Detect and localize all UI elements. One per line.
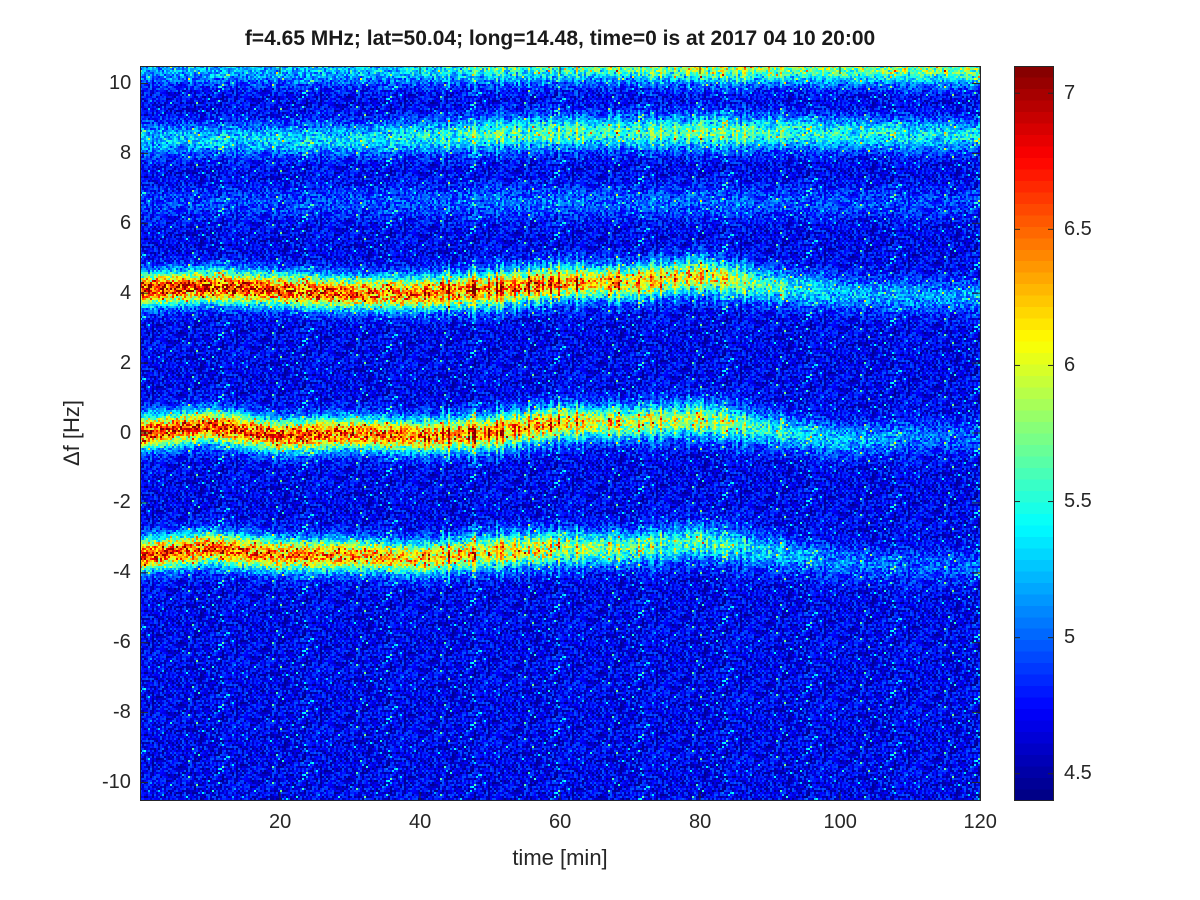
- colorbar-tick-label: 4.5: [1064, 762, 1092, 785]
- x-tick-label: 20: [269, 811, 292, 833]
- colorbar-tick-label: 5.5: [1064, 490, 1092, 513]
- y-tick-label: -6: [113, 631, 131, 654]
- colorbar: [1014, 66, 1054, 801]
- colorbar-tick-label: 7: [1064, 81, 1076, 104]
- y-tick-label: 2: [120, 351, 132, 374]
- y-tick-label: 6: [120, 211, 132, 234]
- y-tick-label: 4: [120, 281, 132, 304]
- colorbar-tick-label: 6.5: [1064, 217, 1092, 240]
- colorbar-tick-label: 5: [1064, 626, 1076, 649]
- y-tick-label: -4: [113, 561, 131, 584]
- chart-title: f=4.65 MHz; lat=50.04; long=14.48, time=…: [244, 27, 876, 50]
- x-tick-label: 40: [409, 811, 432, 833]
- y-tick-label: -8: [113, 701, 131, 724]
- y-tick-label: -2: [113, 491, 131, 514]
- x-tick-label: 80: [689, 811, 712, 833]
- x-tick-label: 120: [963, 811, 997, 833]
- y-tick-label: 0: [120, 421, 132, 444]
- y-axis-label: Δf [Hz]: [59, 399, 84, 467]
- y-tick-label: 8: [120, 141, 132, 164]
- colorbar-tick-label: 6: [1064, 353, 1076, 376]
- x-tick-label: 100: [823, 811, 857, 833]
- x-axis-label: time [min]: [512, 845, 608, 870]
- x-tick-label: 60: [549, 811, 572, 833]
- y-tick-label: -10: [102, 771, 131, 794]
- y-tick-label: 10: [109, 71, 132, 94]
- spectrogram-plot-area: [140, 66, 980, 800]
